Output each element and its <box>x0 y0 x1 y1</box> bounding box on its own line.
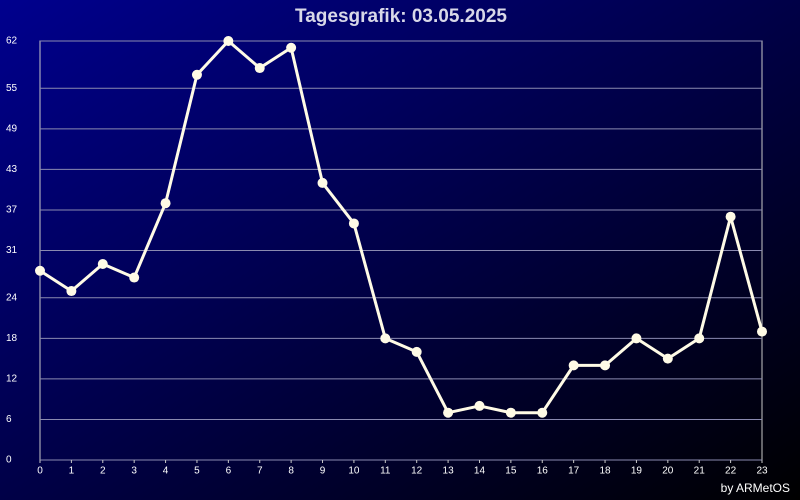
chart-title: Tagesgrafik: 03.05.2025 <box>295 6 507 27</box>
x-tick-label: 2 <box>100 466 106 477</box>
data-point <box>411 346 422 357</box>
data-point <box>191 69 202 80</box>
x-tick-label: 8 <box>288 466 294 477</box>
x-tick-label: 5 <box>194 466 200 477</box>
x-tick-label: 9 <box>320 466 326 477</box>
x-tick-label: 10 <box>348 466 360 477</box>
data-point <box>160 198 171 209</box>
data-point <box>223 36 234 46</box>
data-point <box>600 360 611 371</box>
data-point <box>474 400 485 411</box>
data-point <box>443 407 454 418</box>
x-tick-label: 3 <box>131 466 137 477</box>
y-tick-label: 55 <box>6 83 18 94</box>
y-tick-label: 62 <box>6 36 18 47</box>
data-point <box>35 265 45 276</box>
data-point <box>725 211 736 222</box>
data-point <box>537 407 548 418</box>
x-tick-label: 11 <box>380 466 391 477</box>
y-tick-label: 37 <box>6 205 18 216</box>
x-tick-label: 15 <box>505 466 517 477</box>
x-tick-label: 19 <box>631 466 643 477</box>
data-point <box>505 407 516 418</box>
x-tick-label: 20 <box>662 466 674 477</box>
y-tick-label: 18 <box>6 333 18 344</box>
x-tick-label: 13 <box>443 466 455 477</box>
x-tick-label: 21 <box>694 466 706 477</box>
x-tick-label: 16 <box>537 466 549 477</box>
y-tick-label: 0 <box>6 455 12 466</box>
x-tick-label: 22 <box>725 466 737 477</box>
y-tick-label: 6 <box>6 414 12 425</box>
x-tick-label: 18 <box>599 466 611 477</box>
x-tick-label: 17 <box>568 466 580 477</box>
x-tick-label: 14 <box>474 466 486 477</box>
x-tick-label: 1 <box>69 466 75 477</box>
data-point <box>694 333 705 344</box>
data-point <box>254 63 265 74</box>
x-tick-label: 6 <box>226 466 232 477</box>
y-tick-label: 49 <box>6 123 18 134</box>
series-line <box>39 39 764 415</box>
y-tick-label: 12 <box>6 374 18 385</box>
credit: by ARMetOS <box>721 481 790 495</box>
data-point <box>317 177 328 188</box>
x-tick-label: 7 <box>257 466 263 477</box>
x-tick-label: 23 <box>756 466 768 477</box>
data-point <box>348 218 359 229</box>
data-point <box>380 333 391 344</box>
x-tick-label: 12 <box>411 466 423 477</box>
y-tick-label: 24 <box>6 292 18 303</box>
data-point <box>286 42 297 53</box>
data-point <box>757 326 767 337</box>
x-tick-label: 4 <box>163 466 169 477</box>
x-tick-label: 0 <box>37 466 43 477</box>
data-point <box>568 360 579 371</box>
data-point <box>97 259 108 270</box>
data-point <box>66 286 77 297</box>
y-tick-label: 31 <box>6 245 18 256</box>
data-point <box>662 353 673 364</box>
data-point <box>129 272 140 283</box>
data-point <box>631 333 642 344</box>
y-tick-label: 43 <box>6 164 18 175</box>
